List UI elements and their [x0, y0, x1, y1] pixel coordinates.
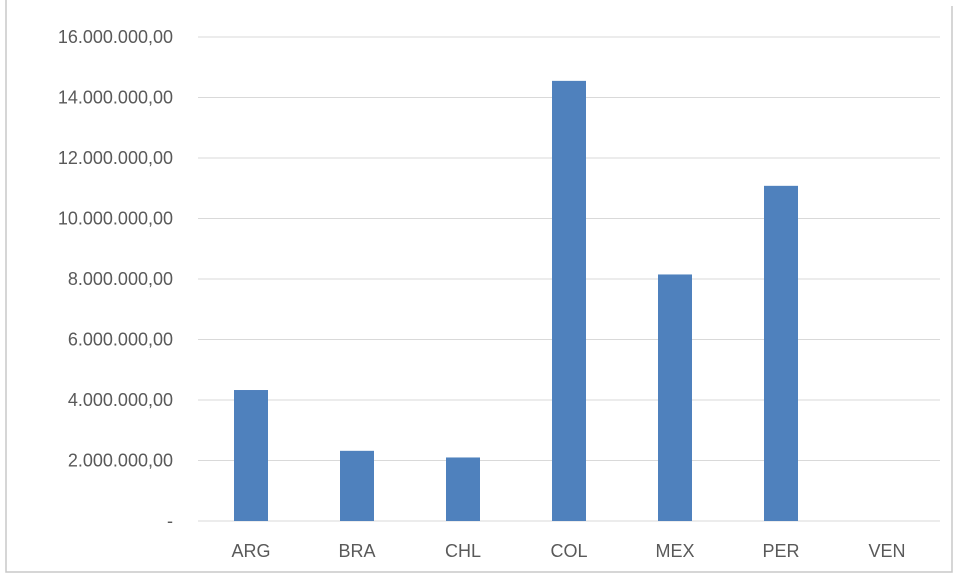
x-axis-tick-labels: ARG BRA CHL COL MEX PER VEN	[231, 541, 905, 561]
y-tick-label: 2.000.000,00	[68, 451, 173, 471]
x-tick-label: BRA	[338, 541, 375, 561]
y-tick-label: 4.000.000,00	[68, 390, 173, 410]
bars	[234, 80, 798, 522]
bar-chl	[446, 457, 480, 521]
y-axis-tick-labels: - 2.000.000,00 4.000.000,00 6.000.000,00 8.0…	[58, 27, 173, 531]
x-tick-label: COL	[550, 541, 587, 561]
y-tick-label: 8.000.000,00	[68, 269, 173, 289]
chart-frame-border	[5, 0, 953, 573]
x-tick-label: VEN	[868, 541, 905, 561]
x-tick-label: MEX	[655, 541, 694, 561]
y-tick-label: 12.000.000,00	[58, 148, 173, 168]
x-tick-label: PER	[762, 541, 799, 561]
y-tick-label: 6.000.000,00	[68, 330, 173, 350]
bar-bra	[340, 450, 374, 521]
y-tick-label: 14.000.000,00	[58, 88, 173, 108]
y-tick-label: 16.000.000,00	[58, 27, 173, 47]
bar-arg	[234, 390, 268, 521]
y-tick-label: -	[167, 511, 173, 531]
bar-mex	[658, 274, 692, 521]
x-tick-label: CHL	[445, 541, 481, 561]
chart-border	[5, 0, 953, 573]
bar-col	[552, 80, 586, 522]
y-tick-label: 10.000.000,00	[58, 209, 173, 229]
x-tick-label: ARG	[231, 541, 270, 561]
bar-per	[764, 185, 798, 521]
